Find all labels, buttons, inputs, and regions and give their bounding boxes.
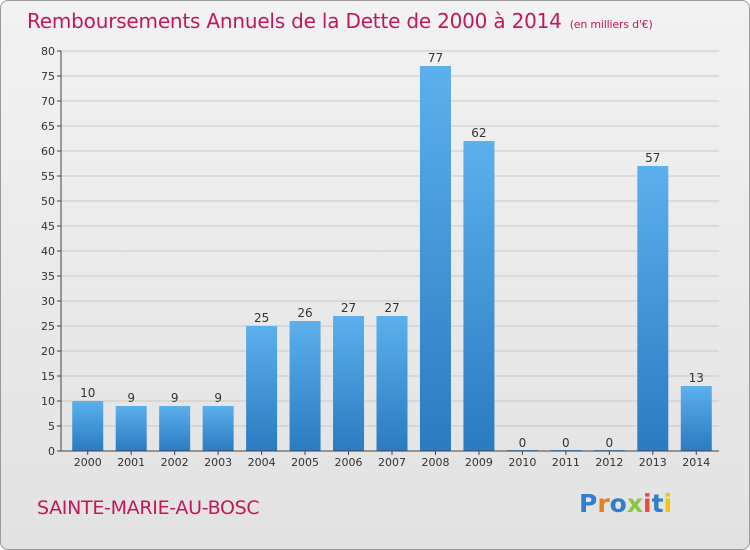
x-tick-label: 2011 <box>552 456 580 469</box>
bar <box>333 316 365 451</box>
y-tick-label: 60 <box>41 145 55 158</box>
value-label: 10 <box>80 386 95 400</box>
bar <box>289 321 321 451</box>
value-label: 9 <box>214 391 222 405</box>
y-tick-label: 20 <box>41 345 55 358</box>
x-tick-label: 2006 <box>335 456 363 469</box>
value-label: 9 <box>127 391 135 405</box>
chart-title-text: Remboursements Annuels de la Dette de 20… <box>27 9 562 33</box>
value-label: 77 <box>428 51 443 65</box>
value-label: 0 <box>519 436 527 450</box>
value-label: 27 <box>384 301 399 315</box>
y-tick-label: 80 <box>41 45 55 58</box>
bar <box>376 316 408 451</box>
y-tick-label: 25 <box>41 320 55 333</box>
x-tick-label: 2003 <box>204 456 232 469</box>
y-axis-ticks: 0 5 10 15 20 25 30 35 40 45 50 55 60 65 70 75 80 <box>41 45 61 458</box>
y-tick-label: 50 <box>41 195 55 208</box>
y-tick-label: 0 <box>48 445 55 458</box>
y-tick-label: 10 <box>41 395 55 408</box>
y-tick-label: 40 <box>41 245 55 258</box>
x-tick-label: 2005 <box>291 456 319 469</box>
x-tick-label: 2000 <box>74 456 102 469</box>
logo-letter: i <box>663 489 673 518</box>
value-label: 25 <box>254 311 269 325</box>
y-tick-label: 35 <box>41 270 55 283</box>
bar <box>115 406 147 451</box>
value-labels: 10 9 9 9 25 26 27 27 77 62 0 0 0 57 13 <box>80 51 704 450</box>
value-label: 57 <box>645 151 660 165</box>
bar <box>463 141 495 451</box>
bar <box>202 406 234 451</box>
value-label: 27 <box>341 301 356 315</box>
y-tick-label: 30 <box>41 295 55 308</box>
logo-letter: P <box>579 489 598 518</box>
value-label: 62 <box>471 126 486 140</box>
logo-letter: o <box>609 489 627 518</box>
value-label: 26 <box>297 306 312 320</box>
value-label: 0 <box>562 436 570 450</box>
x-tick-label: 2004 <box>248 456 276 469</box>
bar <box>680 386 712 451</box>
bar <box>419 66 451 451</box>
x-axis-labels: 2000 2001 2002 2003 2004 2005 2006 2007 2008 2009… <box>74 451 710 469</box>
value-label: 9 <box>171 391 179 405</box>
x-tick-label: 2009 <box>465 456 493 469</box>
value-label: 0 <box>606 436 614 450</box>
x-tick-label: 2012 <box>595 456 623 469</box>
x-tick-label: 2014 <box>682 456 710 469</box>
place-name: SAINTE-MARIE-AU-BOSC <box>37 497 260 519</box>
logo-letter: t <box>651 489 664 518</box>
x-tick-label: 2010 <box>508 456 536 469</box>
bars <box>72 66 712 451</box>
y-tick-label: 45 <box>41 220 55 233</box>
x-tick-label: 2002 <box>161 456 189 469</box>
value-label: 13 <box>689 371 704 385</box>
chart-title: Remboursements Annuels de la Dette de 20… <box>27 9 653 33</box>
x-tick-label: 2008 <box>421 456 449 469</box>
y-tick-label: 55 <box>41 170 55 183</box>
y-tick-label: 65 <box>41 120 55 133</box>
logo-letter: r <box>597 489 610 518</box>
x-tick-label: 2001 <box>117 456 145 469</box>
y-tick-label: 75 <box>41 70 55 83</box>
logo-letter: x <box>626 489 643 518</box>
logo-letter: i <box>643 489 652 518</box>
x-tick-label: 2007 <box>378 456 406 469</box>
bar <box>637 166 669 451</box>
bar <box>159 406 191 451</box>
proxiti-logo[interactable]: Proxiti <box>579 489 672 518</box>
bar <box>246 326 278 451</box>
chart-subtitle: (en milliers d'€) <box>569 18 653 31</box>
y-tick-label: 70 <box>41 95 55 108</box>
bar <box>72 401 104 451</box>
y-tick-label: 5 <box>48 420 55 433</box>
x-tick-label: 2013 <box>639 456 667 469</box>
y-tick-label: 15 <box>41 370 55 383</box>
